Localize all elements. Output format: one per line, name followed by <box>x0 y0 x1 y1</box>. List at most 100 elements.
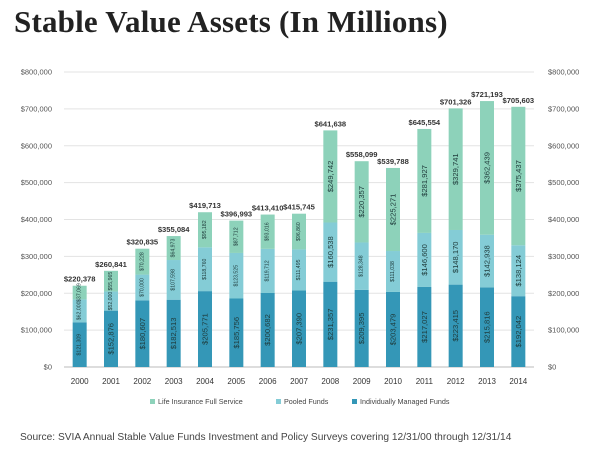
segment-label: $55,965 <box>108 272 114 291</box>
segment-label: $225,271 <box>389 194 398 226</box>
bar-total-label: $220,378 <box>64 275 96 284</box>
x-tick-label: 2013 <box>478 377 496 386</box>
y-tick-label-left: $700,000 <box>21 104 52 113</box>
bar-segment <box>135 248 150 275</box>
bar-segment <box>386 291 400 367</box>
segment-label: $375,437 <box>514 160 523 192</box>
bar-total-label: $641,638 <box>314 119 346 128</box>
bar-segment <box>511 296 526 367</box>
bar-segment <box>511 245 526 297</box>
bar-segment <box>104 310 118 367</box>
x-tick-label: 2010 <box>384 377 402 386</box>
segment-label: $249,742 <box>326 161 335 193</box>
y-tick-label-left: $0 <box>44 363 52 372</box>
segment-label: $362,439 <box>483 152 492 184</box>
bar-total-label: $413,410 <box>252 204 284 213</box>
x-tick-label: 2003 <box>165 377 183 386</box>
segment-label: $64,973 <box>171 239 177 258</box>
bars: $121,309 $62,000$37,069$220,378 $152,876 $5… <box>64 90 534 367</box>
segment-label: $200,682 <box>263 314 272 346</box>
bar-segment <box>417 128 432 233</box>
bar-total-label: $539,788 <box>377 157 409 166</box>
bar-total-label: $320,835 <box>126 238 158 247</box>
segment-label: $185,756 <box>232 317 241 349</box>
bar-segment <box>260 214 275 249</box>
bar-segment <box>72 299 87 323</box>
segment-label: $111,038 <box>390 261 396 282</box>
bar-segment <box>135 300 150 367</box>
segment-label: $96,860 <box>296 222 302 241</box>
y-tick-label-left: $400,000 <box>21 215 52 224</box>
source-note: Source: SVIA Annual Stable Value Funds I… <box>20 432 512 443</box>
segment-label: $37,069 <box>77 283 83 302</box>
bar-segment <box>260 292 275 367</box>
segment-label: $281,927 <box>420 165 429 197</box>
y-tick-label-right: $800,000 <box>548 68 579 77</box>
bar-segment <box>166 299 181 367</box>
right-y-axis: $0 $100,000 $200,000 $300,000 $400,000 $500,0… <box>548 68 579 372</box>
bar-total-label: $260,841 <box>95 260 127 269</box>
segment-label: $70,228 <box>139 252 145 271</box>
legend-label: Life Insurance Full Service <box>158 397 243 406</box>
left-y-axis: $0 $100,000 $200,000 $300,000 $400,000 $500,0… <box>21 68 52 372</box>
bar-segment <box>72 322 87 367</box>
x-tick-label: 2009 <box>353 377 371 386</box>
bar-total-label: $355,084 <box>158 225 190 234</box>
segment-label: $215,816 <box>483 311 492 343</box>
x-tick-label: 2000 <box>71 377 89 386</box>
segment-label: $87,712 <box>233 227 239 246</box>
bar-segment <box>135 274 150 301</box>
segment-label: $209,395 <box>357 313 366 345</box>
bar-segment <box>292 213 306 250</box>
segment-label: $123,525 <box>233 265 239 287</box>
y-tick-label-left: $600,000 <box>21 141 52 150</box>
chart-title: Stable Value Assets (In Millions) <box>14 4 448 39</box>
segment-label: $70,000 <box>139 278 145 297</box>
x-tick-label: 2011 <box>416 377 434 386</box>
segment-label: $192,042 <box>514 316 523 348</box>
bar-segment <box>448 108 463 230</box>
bar-segment <box>198 212 212 248</box>
segment-label: $231,357 <box>326 308 335 340</box>
bar-segment <box>323 222 338 282</box>
bar-segment <box>417 286 432 367</box>
bar-segment <box>323 130 338 223</box>
segment-label: $93,016 <box>265 222 271 241</box>
bar-segment <box>104 270 118 292</box>
segment-label: $217,027 <box>420 311 429 343</box>
bar-total-label: $701,326 <box>440 97 472 106</box>
segment-label: $146,600 <box>420 244 429 276</box>
bar-segment <box>104 291 118 311</box>
bar-segment <box>386 167 400 252</box>
segment-label: $160,538 <box>326 236 335 268</box>
y-tick-label-left: $100,000 <box>21 326 52 335</box>
segment-label: $180,607 <box>138 318 147 350</box>
segment-label: $182,513 <box>169 318 178 350</box>
legend-label: Individually Managed Funds <box>360 397 450 406</box>
x-tick-label: 2006 <box>259 377 277 386</box>
bar-segment <box>198 247 212 292</box>
bar-segment <box>229 252 244 299</box>
bar-segment <box>229 220 244 253</box>
segment-label: $138,124 <box>514 255 523 287</box>
bar-segment <box>229 298 244 367</box>
segment-label: $329,741 <box>451 153 460 185</box>
legend-swatch <box>276 399 281 404</box>
bar-segment <box>292 249 306 291</box>
legend: Life Insurance Full Service Pooled Funds I… <box>150 397 450 406</box>
bar-segment <box>417 232 432 287</box>
bar-total-label: $721,193 <box>471 90 503 99</box>
segment-label: $62,000 <box>77 301 83 320</box>
segment-label: $205,771 <box>201 313 210 345</box>
bar-segment <box>292 290 306 367</box>
segment-label: $111,495 <box>296 259 302 280</box>
segment-label: $121,309 <box>77 334 83 356</box>
y-tick-label-right: $200,000 <box>548 289 579 298</box>
segment-label: $152,876 <box>107 323 116 355</box>
y-tick-label-right: $300,000 <box>548 252 579 261</box>
bar-total-label: $705,603 <box>502 96 534 105</box>
segment-label: $142,938 <box>483 245 492 277</box>
bar-total-label: $415,745 <box>283 203 315 212</box>
segment-label: $220,357 <box>357 186 366 218</box>
